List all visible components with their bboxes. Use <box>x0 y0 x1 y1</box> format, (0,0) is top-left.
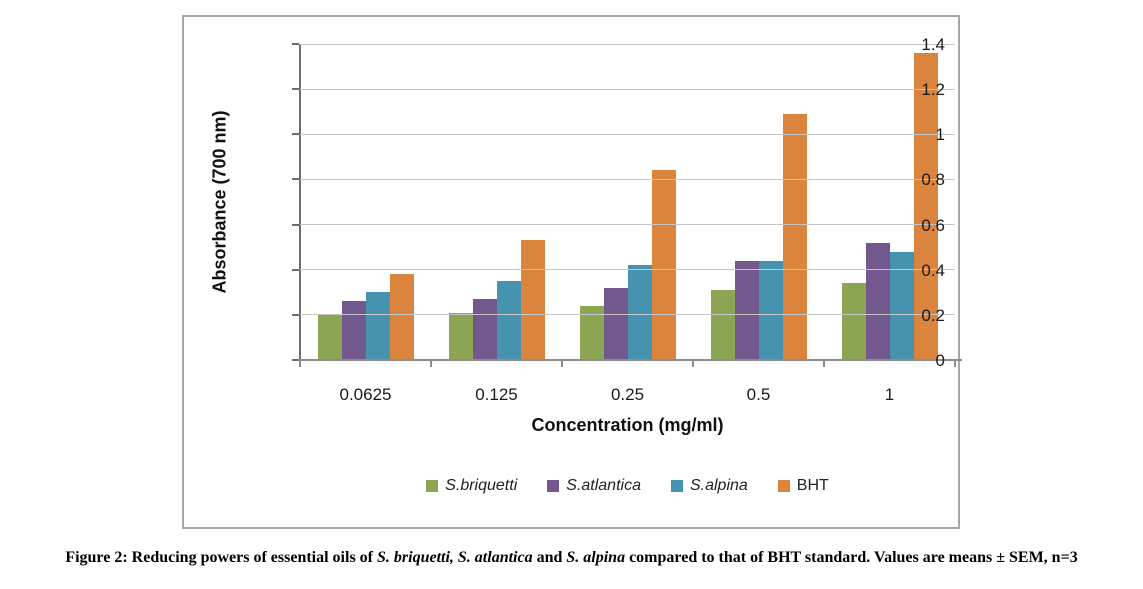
bar-BHT-0.5 <box>782 113 807 360</box>
gridline-y-1.4 <box>300 43 955 45</box>
y-tick-mark <box>292 359 299 361</box>
bar-group-0.5 <box>693 44 824 360</box>
bar-S.briquetti-0.0625 <box>317 314 342 360</box>
y-axis-line <box>299 44 301 366</box>
gridline-y-0.6 <box>300 224 955 226</box>
caption-text: and <box>532 549 567 566</box>
caption-species-name: S. alpina <box>566 549 626 566</box>
y-tick-mark <box>292 223 299 226</box>
y-tick-mark <box>292 268 299 271</box>
legend-item-S.atlantica: S.atlantica <box>547 477 641 495</box>
chart-frame: Absorbance (700 nm) 0 0.2 0.4 0.6 0.8 1 1.2 1.4… <box>182 15 962 529</box>
bar-S.briquetti-0.125 <box>448 312 473 360</box>
x-axis-line <box>293 359 962 361</box>
bar-group-0.25 <box>562 44 693 360</box>
y-axis-title: Absorbance (700 nm) <box>209 110 230 294</box>
gridline-y-0.4 <box>300 269 955 271</box>
plot-area: 0 0.2 0.4 0.6 0.8 1 1.2 1.4 <box>292 36 962 369</box>
legend-swatch-icon <box>670 480 683 492</box>
bar-S.alpina-0.5 <box>758 260 783 360</box>
chart-legend: S.briquetti S.atlantica S.alpina BHT <box>300 477 955 495</box>
x-tick-mark <box>299 361 301 367</box>
y-tick-label-0.8: 0.8 <box>921 170 945 190</box>
x-tick-label-0.125: 0.125 <box>475 385 518 404</box>
legend-swatch-icon <box>547 480 560 492</box>
gridline-y-1.2 <box>300 88 955 90</box>
x-tick-mark <box>954 361 956 367</box>
x-tick-mark <box>561 361 563 367</box>
y-tick-label-0.4: 0.4 <box>921 260 945 280</box>
bar-S.alpina-0.25 <box>627 265 652 360</box>
caption-text: Figure 2: Reducing powers of essential o… <box>65 549 377 566</box>
x-tick-label-1: 1 <box>884 385 895 404</box>
y-tick-label-0.6: 0.6 <box>921 215 945 235</box>
bar-BHT-0.25 <box>651 170 676 360</box>
bar-BHT-1 <box>913 53 938 360</box>
y-tick-mark <box>292 313 299 316</box>
legend-item-S.briquetti: S.briquetti <box>426 477 517 495</box>
bar-S.briquetti-0.5 <box>710 290 735 360</box>
x-axis-title: Concentration (mg/ml) <box>531 415 724 435</box>
y-tick-label-0.2: 0.2 <box>921 305 945 325</box>
bar-group-0.0625 <box>300 44 431 360</box>
x-tick-mark <box>823 361 825 367</box>
y-tick-mark <box>292 178 299 181</box>
gridline-y-1.0 <box>300 133 955 135</box>
y-tick-label-1.2: 1.2 <box>921 80 945 100</box>
y-tick-label-0: 0 <box>935 351 945 370</box>
x-tick-mark <box>692 361 694 367</box>
legend-label-S.alpina: S.alpina <box>689 477 748 494</box>
x-tick-label-0.25: 0.25 <box>610 385 645 404</box>
legend-swatch-icon <box>777 480 790 492</box>
x-tick-label-0.0625: 0.0625 <box>339 385 392 404</box>
bar-group-0.125 <box>431 44 562 360</box>
bar-BHT-0.0625 <box>389 274 414 360</box>
legend-item-S.alpina: S.alpina <box>670 477 748 495</box>
y-tick-mark <box>292 88 299 91</box>
y-tick-mark <box>292 133 299 136</box>
bar-BHT-0.125 <box>520 240 545 360</box>
figure-caption: Figure 2: Reducing powers of essential o… <box>0 549 1143 567</box>
bar-S.atlantica-0.5 <box>734 260 759 360</box>
legend-swatch-icon <box>426 480 439 492</box>
y-tick-label-1: 1 <box>935 125 945 145</box>
bar-groups <box>300 44 955 360</box>
legend-label-S.atlantica: S.atlantica <box>566 477 641 494</box>
bar-S.atlantica-0.125 <box>472 299 497 360</box>
bar-S.atlantica-0.25 <box>603 287 628 360</box>
y-tick-label-1.4: 1.4 <box>921 35 945 54</box>
bar-S.atlantica-0.0625 <box>341 301 366 360</box>
bar-S.alpina-0.125 <box>496 281 521 360</box>
bar-S.briquetti-1 <box>841 283 866 360</box>
bar-S.atlantica-1 <box>865 242 890 360</box>
x-tick-label-0.5: 0.5 <box>746 385 771 404</box>
bar-S.alpina-0.0625 <box>365 292 390 360</box>
legend-item-BHT: BHT <box>777 477 829 495</box>
y-tick-mark <box>292 43 299 45</box>
x-tick-mark <box>430 361 432 367</box>
legend-label-S.briquetti: S.briquetti <box>445 477 518 494</box>
gridline-y-0.8 <box>300 178 955 180</box>
gridline-y-0.2 <box>300 314 955 316</box>
caption-species-name: S. briquetti, S. atlantica <box>377 549 533 566</box>
x-tick-labels: 0.0625 0.125 0.25 0.5 1 <box>300 385 955 405</box>
legend-label-BHT: BHT <box>796 477 829 494</box>
caption-text: compared to that of BHT standard. Values… <box>625 549 1078 566</box>
